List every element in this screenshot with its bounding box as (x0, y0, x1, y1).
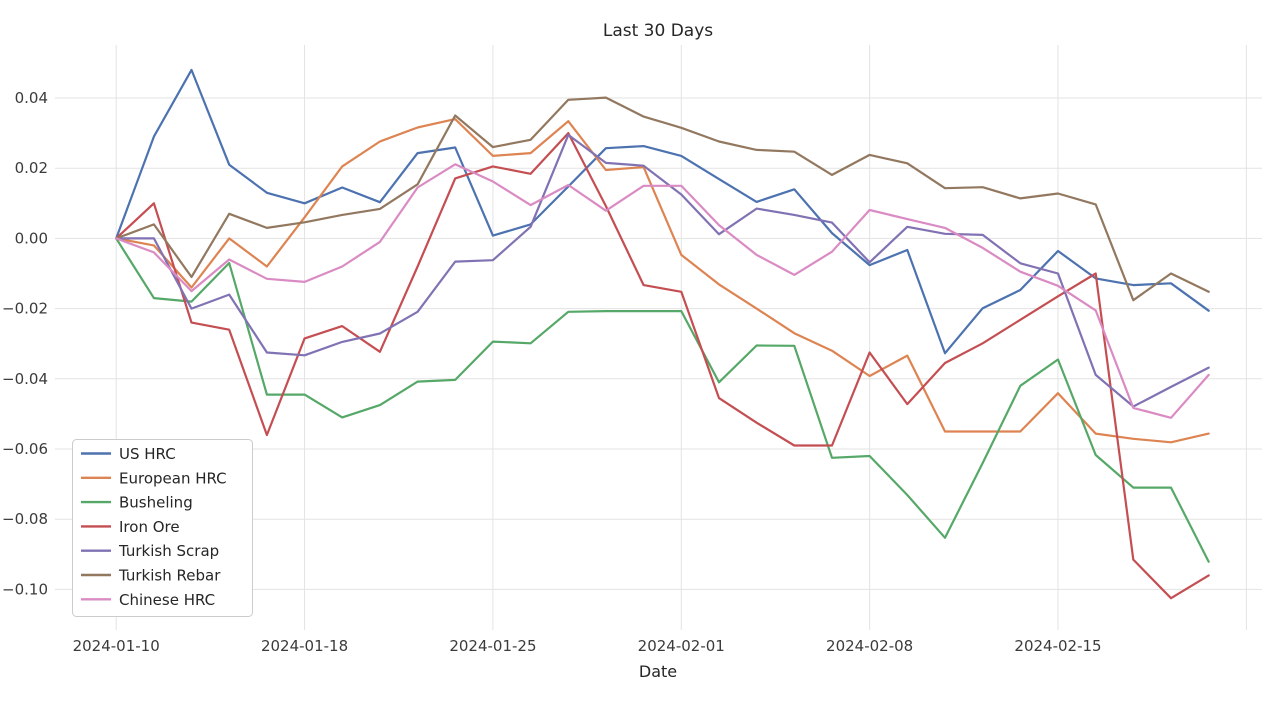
series-line-turkish-scrap (115, 133, 1210, 408)
legend-label: US HRC (119, 445, 176, 463)
y-axis-tick-labels: 0.04 0.02 0.00 −0.02 −0.04 −0.06 −0.08 −0.10 (2, 89, 48, 598)
x-tick-label: 2024-01-10 (73, 637, 160, 655)
legend-label: Busheling (119, 494, 193, 512)
series-line-us-hrc (115, 68, 1210, 355)
chart-title: Last 30 Days (603, 21, 713, 41)
x-tick-label: 2024-02-15 (1014, 637, 1101, 655)
x-tick-label: 2024-01-18 (261, 637, 348, 655)
x-axis-label: Date (639, 662, 677, 681)
y-tick-label: 0.04 (15, 89, 48, 107)
legend-label: Iron Ore (119, 518, 180, 536)
legend-label: Chinese HRC (119, 591, 215, 609)
y-tick-label: −0.06 (2, 440, 48, 458)
y-tick-label: 0.00 (15, 229, 48, 247)
legend-box (72, 439, 253, 617)
legend: US HRC European HRC Busheling Iron Ore Turki… (72, 439, 253, 617)
gridlines (55, 45, 1262, 630)
series-lines (115, 68, 1210, 600)
legend-label: Turkish Rebar (118, 567, 221, 585)
legend-label: Turkish Scrap (118, 542, 219, 560)
y-tick-label: −0.02 (2, 300, 48, 318)
y-tick-label: −0.04 (2, 370, 48, 388)
legend-label: European HRC (119, 469, 227, 487)
series-line-european-hrc (115, 117, 1210, 444)
x-axis-tick-labels: 2024-01-10 2024-01-18 2024-01-25 2024-02-01… (73, 637, 1102, 655)
y-tick-label: 0.02 (15, 159, 48, 177)
x-tick-label: 2024-01-25 (449, 637, 536, 655)
series-line-chinese-hrc (115, 163, 1210, 419)
series-line-busheling (115, 237, 1210, 563)
series-line-iron-ore (115, 132, 1210, 600)
x-tick-label: 2024-02-08 (826, 637, 913, 655)
x-tick-label: 2024-02-01 (638, 637, 725, 655)
series-line-turkish-rebar (115, 96, 1210, 302)
y-tick-label: −0.08 (2, 510, 48, 528)
y-tick-label: −0.10 (2, 580, 48, 598)
